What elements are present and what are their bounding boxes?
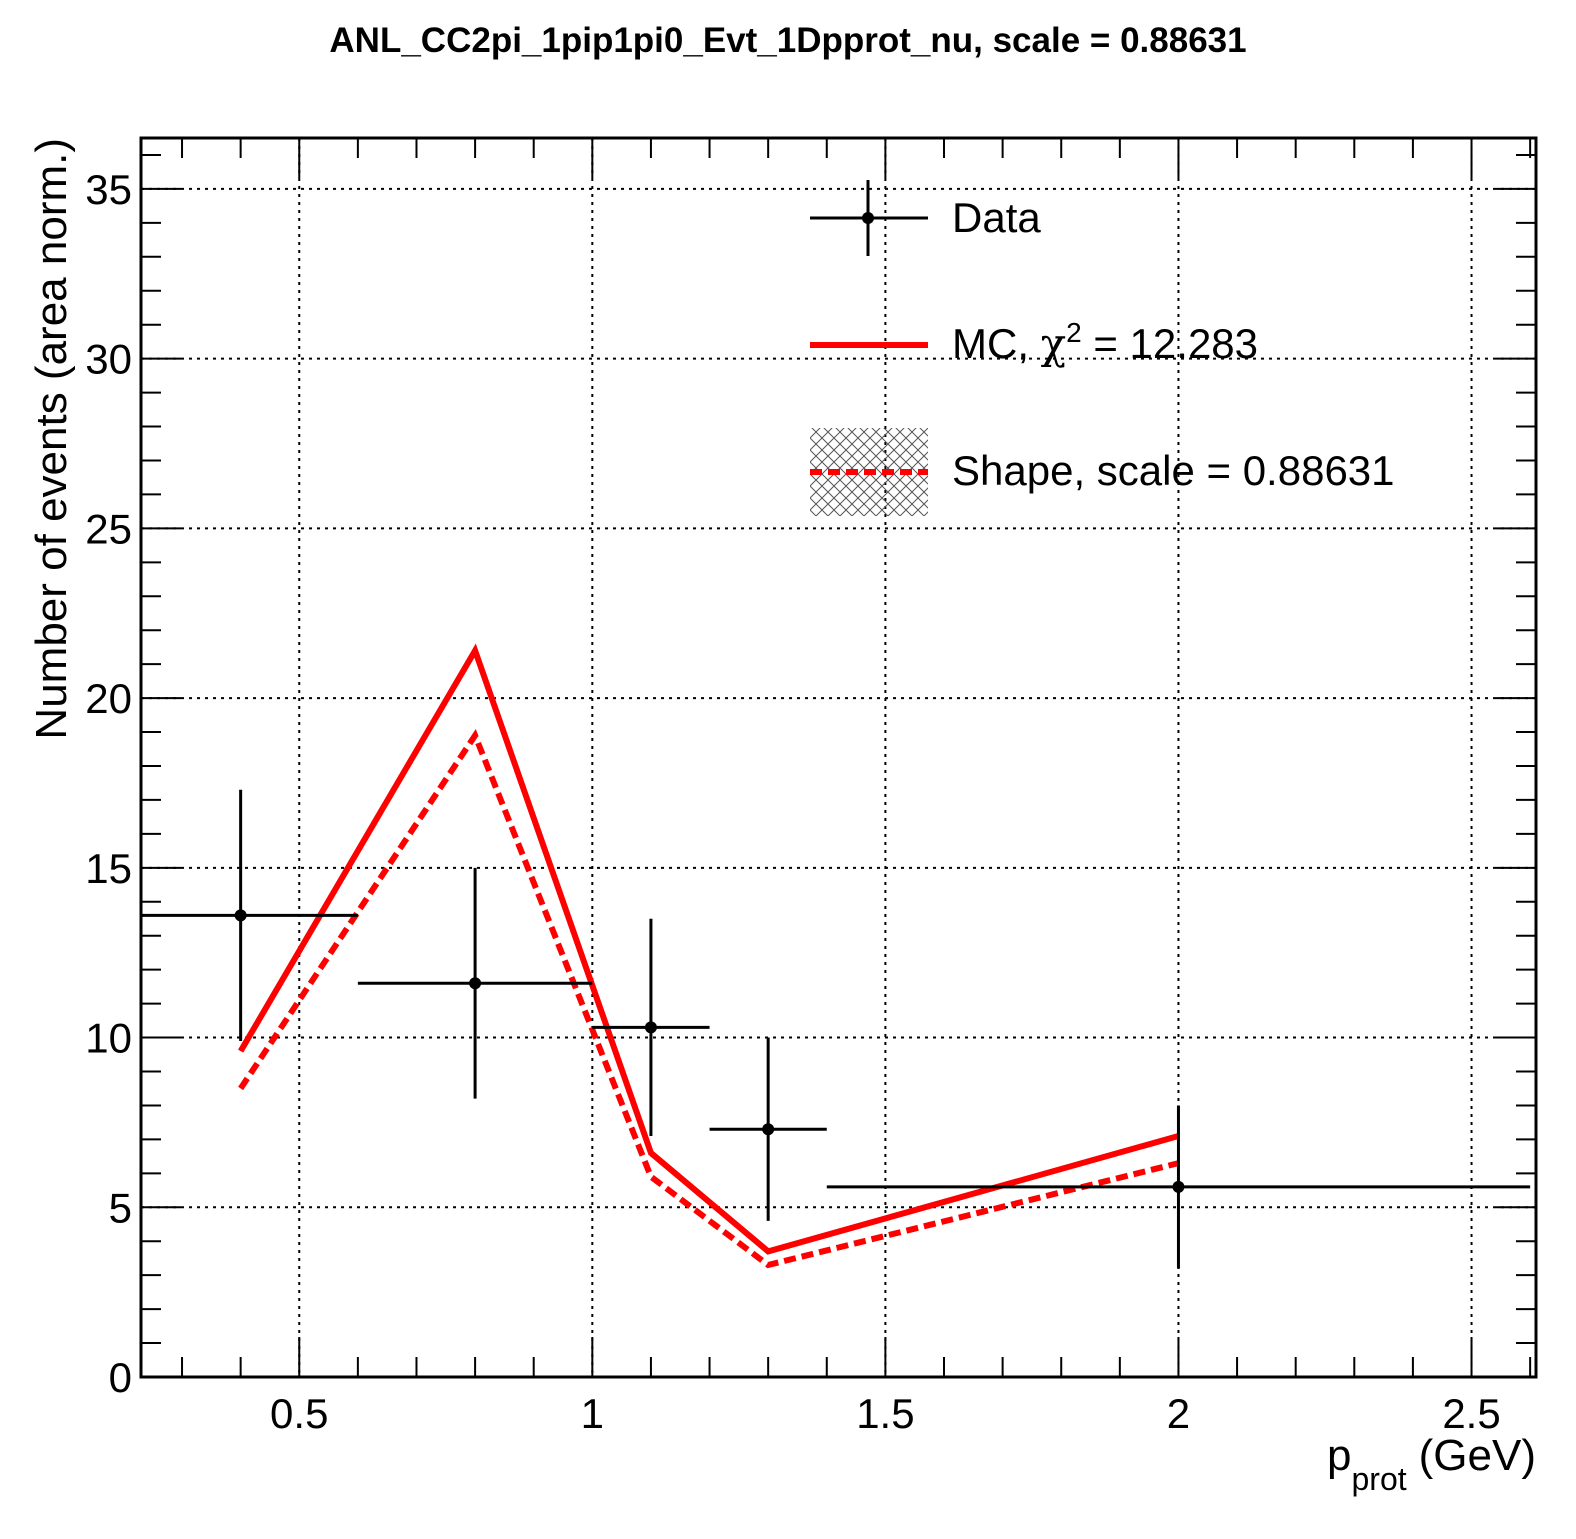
y-tick-label: 15 bbox=[85, 845, 132, 892]
y-axis-label: Number of events (area norm.) bbox=[27, 138, 76, 740]
data-marker bbox=[1172, 1180, 1185, 1193]
grid-lines bbox=[141, 138, 1536, 1377]
data-point bbox=[709, 1037, 827, 1221]
series-layer bbox=[141, 643, 1531, 1269]
legend-mc-chi: χ bbox=[1041, 319, 1066, 368]
data-marker bbox=[762, 1123, 775, 1136]
y-tick-label: 10 bbox=[85, 1015, 132, 1062]
tick-labels: 0.5 1 1.5 2 2.5 0 5 10 15 20 25 30 35 bbox=[85, 166, 1500, 1437]
x-axis-label-unit: (GeV) bbox=[1419, 1431, 1536, 1480]
legend-label-mc: MC, χ2 = 12.283 bbox=[952, 317, 1258, 368]
legend-mc-suffix: = 12.283 bbox=[1082, 320, 1258, 367]
x-axis-label: pprot (GeV) bbox=[1327, 1431, 1536, 1497]
mc-line bbox=[238, 643, 1180, 1255]
x-tick-label: 0.5 bbox=[270, 1390, 328, 1437]
legend: Data MC, χ2 = 12.283 Shape, scale = 0.88… bbox=[810, 180, 1395, 516]
y-tick-label: 5 bbox=[109, 1184, 132, 1231]
y-tick-label: 0 bbox=[109, 1354, 132, 1401]
x-tick-label: 2.5 bbox=[1442, 1390, 1500, 1437]
legend-label-data: Data bbox=[952, 194, 1041, 241]
legend-label-shape: Shape, scale = 0.88631 bbox=[952, 447, 1395, 494]
data-point bbox=[141, 789, 358, 1041]
legend-mc-prefix: MC, bbox=[952, 320, 1041, 367]
data-point bbox=[592, 918, 710, 1136]
x-axis-label-sub: prot bbox=[1352, 1461, 1407, 1497]
y-tick-label: 20 bbox=[85, 675, 132, 722]
x-tick-label: 1 bbox=[581, 1390, 604, 1437]
axis-ticks bbox=[141, 138, 1536, 1378]
y-tick-label: 35 bbox=[85, 166, 132, 213]
data-marker bbox=[234, 909, 247, 922]
data-point bbox=[357, 867, 593, 1099]
legend-entry-data: Data bbox=[810, 180, 1041, 256]
chart-title: ANL_CC2pi_1pip1pi0_Evt_1Dpprot_nu, scale… bbox=[329, 21, 1246, 60]
plot-frame bbox=[139, 136, 1538, 1379]
data-point bbox=[826, 1105, 1531, 1269]
legend-mc-sup: 2 bbox=[1066, 317, 1082, 348]
legend-entry-shape: Shape, scale = 0.88631 bbox=[810, 428, 1395, 516]
x-axis-label-main: p bbox=[1327, 1431, 1351, 1480]
y-tick-label: 25 bbox=[85, 505, 132, 552]
data-marker bbox=[644, 1021, 657, 1034]
y-tick-label: 30 bbox=[85, 336, 132, 383]
data-marker bbox=[469, 977, 482, 990]
legend-entry-mc: MC, χ2 = 12.283 bbox=[810, 317, 1258, 368]
x-tick-label: 1.5 bbox=[856, 1390, 914, 1437]
x-tick-label: 2 bbox=[1167, 1390, 1190, 1437]
